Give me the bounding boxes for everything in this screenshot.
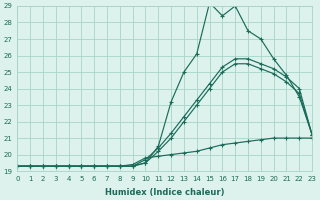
X-axis label: Humidex (Indice chaleur): Humidex (Indice chaleur): [105, 188, 224, 197]
